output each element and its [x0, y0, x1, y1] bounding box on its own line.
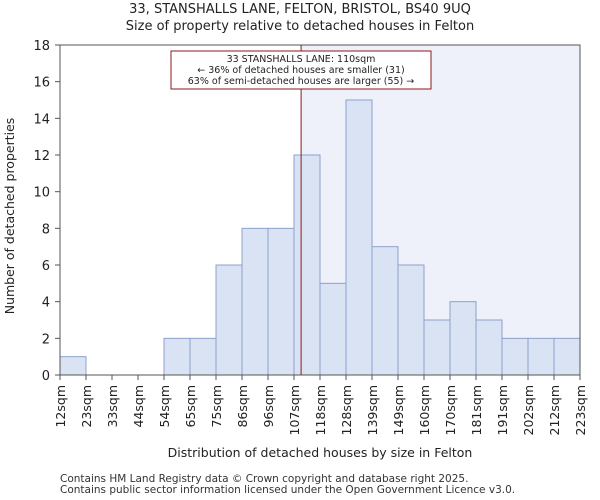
- x-tick-label: 44sqm: [131, 385, 146, 428]
- histogram-bar: [293, 154, 321, 376]
- x-tick-label: 65sqm: [183, 385, 198, 428]
- x-tick-label: 107sqm: [287, 385, 302, 435]
- x-tick-label: 202sqm: [521, 385, 536, 435]
- x-tick-label: 149sqm: [391, 385, 406, 435]
- x-tick-label: 191sqm: [495, 385, 510, 435]
- y-tick-label: 4: [42, 296, 50, 311]
- x-tick-label: 54sqm: [157, 385, 172, 428]
- y-tick-label: 10: [33, 186, 50, 201]
- y-tick-label: 16: [33, 76, 50, 91]
- x-tick-label: 75sqm: [209, 385, 224, 428]
- y-tick-label: 14: [33, 112, 50, 127]
- histogram-bar: [397, 264, 425, 376]
- footer-copyright: Contains HM Land Registry data © Crown c…: [60, 473, 469, 485]
- histogram-bar: [501, 337, 529, 376]
- histogram-bar: [163, 337, 191, 376]
- histogram-bar: [319, 282, 347, 376]
- histogram-bar: [449, 301, 477, 376]
- histogram-bar: [267, 227, 295, 376]
- histogram-bar: [189, 337, 217, 376]
- y-tick-label: 12: [33, 149, 50, 164]
- annotation-line: 33 STANSHALLS LANE: 110sqm: [227, 54, 376, 65]
- chart-title: 33, STANSHALLS LANE, FELTON, BRISTOL, BS…: [129, 2, 471, 17]
- y-axis-label: Number of detached properties: [2, 118, 17, 315]
- histogram-bar: [423, 319, 451, 376]
- histogram-bar: [527, 337, 555, 376]
- x-tick-label: 12sqm: [53, 385, 68, 428]
- x-tick-label: 128sqm: [339, 385, 354, 435]
- x-tick-label: 223sqm: [573, 385, 588, 435]
- histogram-bar: [553, 337, 581, 376]
- x-tick-label: 160sqm: [417, 385, 432, 435]
- footer-licence: Contains public sector information licen…: [60, 484, 516, 496]
- annotation-line: 63% of semi-detached houses are larger (…: [188, 76, 415, 87]
- y-tick-label: 0: [42, 369, 50, 384]
- histogram-bar: [215, 264, 243, 376]
- histogram-bar: [371, 246, 399, 376]
- y-tick-label: 2: [42, 332, 50, 347]
- histogram-bar: [475, 319, 503, 376]
- x-tick-label: 23sqm: [79, 385, 94, 428]
- y-tick-label: 8: [42, 222, 50, 237]
- histogram-bar: [345, 99, 373, 376]
- x-axis-label: Distribution of detached houses by size …: [168, 445, 473, 460]
- x-tick-label: 96sqm: [261, 385, 276, 428]
- y-tick-label: 6: [42, 259, 50, 274]
- histogram-chart: 0 2 4 6 8 10 12 14 16 18 12sqm 23sqm 33sqm 44sqm 54sqm…: [2, 39, 588, 460]
- chart-subtitle: Size of property relative to detached ho…: [125, 19, 475, 34]
- x-tick-label: 118sqm: [313, 385, 328, 435]
- annotation-box: [170, 50, 432, 90]
- annotation-line: ← 36% of detached houses are smaller (31…: [197, 65, 404, 76]
- x-tick-label: 86sqm: [235, 385, 250, 428]
- histogram-bar: [241, 227, 269, 376]
- histogram-bar: [59, 356, 87, 376]
- x-tick-label: 170sqm: [443, 385, 458, 435]
- x-tick-label: 33sqm: [105, 385, 120, 428]
- x-tick-label: 139sqm: [365, 385, 380, 435]
- x-tick-label: 212sqm: [547, 385, 562, 435]
- x-tick-label: 181sqm: [469, 385, 484, 435]
- y-tick-label: 18: [33, 39, 50, 54]
